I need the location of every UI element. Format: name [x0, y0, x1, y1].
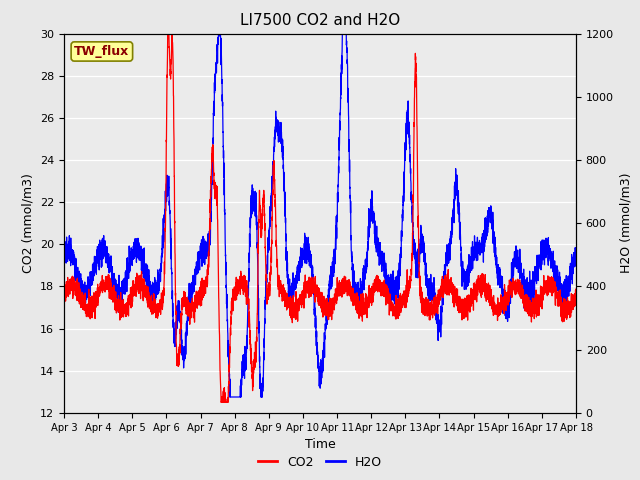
- X-axis label: Time: Time: [305, 438, 335, 451]
- Title: LI7500 CO2 and H2O: LI7500 CO2 and H2O: [240, 13, 400, 28]
- Legend: CO2, H2O: CO2, H2O: [253, 451, 387, 474]
- Y-axis label: CO2 (mmol/m3): CO2 (mmol/m3): [22, 173, 35, 273]
- Y-axis label: H2O (mmol/m3): H2O (mmol/m3): [620, 173, 632, 274]
- Text: TW_flux: TW_flux: [74, 45, 129, 58]
